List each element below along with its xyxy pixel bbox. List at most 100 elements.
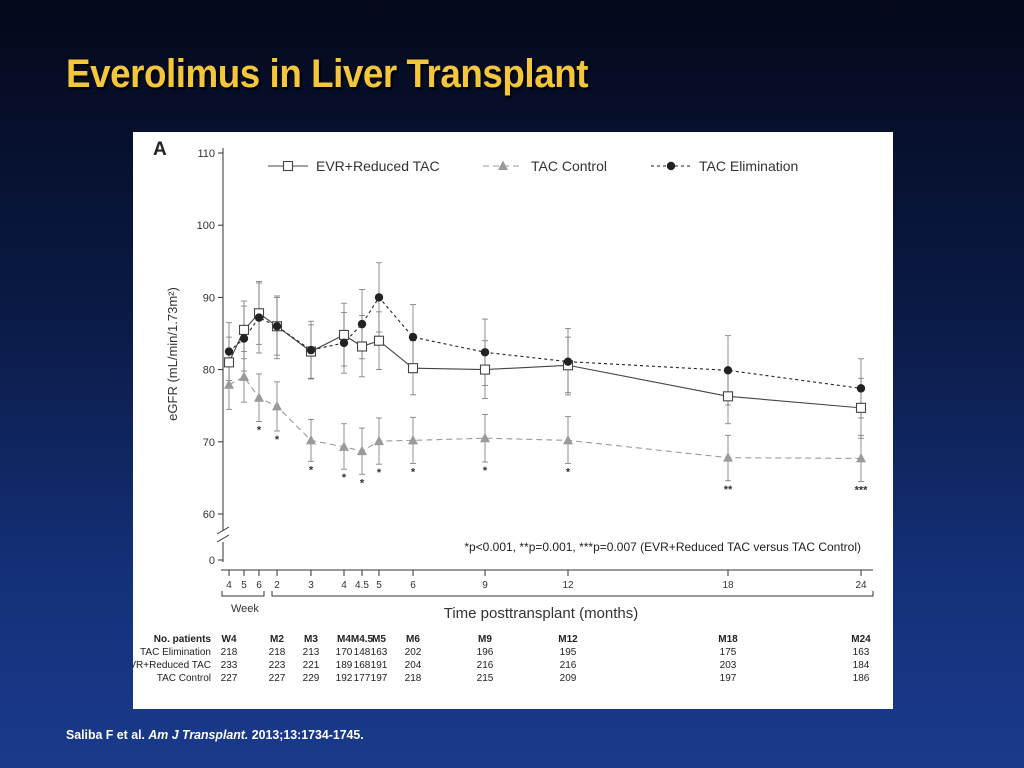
y-tick-label-zero: 0 (209, 555, 215, 567)
x-tick-label: 5 (376, 580, 382, 591)
significance-mark: * (566, 466, 571, 478)
patients-cell: 215 (477, 673, 494, 684)
evr-reduced-tac-point (855, 402, 867, 413)
tac-control-point (224, 379, 234, 389)
y-tick-label: 70 (203, 437, 215, 449)
patients-cell: 196 (477, 647, 494, 658)
significance-mark: *** (855, 485, 869, 497)
x-tick-label: 9 (482, 580, 488, 591)
patients-cell: 203 (720, 660, 737, 671)
patients-column-header: M6 (406, 634, 420, 645)
patients-column-header: M18 (718, 634, 738, 645)
x-tick-label: 4 (341, 580, 347, 591)
legend-marker (666, 161, 676, 171)
patients-cell: 209 (560, 673, 577, 684)
patients-cell: 213 (303, 647, 320, 658)
significance-mark: * (342, 472, 347, 484)
tac-elimination-point (239, 334, 249, 343)
tac-elimination-point (357, 319, 367, 329)
tac-elimination-point (374, 293, 384, 302)
patients-cell: 168 (354, 660, 371, 671)
patients-cell: 227 (221, 673, 238, 684)
patients-column-header: W4 (222, 634, 237, 645)
figure-panel: A 110 100 90 80 70 60 0 eGFR (mL/min/1.73m²) 4 5 6 2… (133, 132, 893, 709)
patients-column-header: M3 (304, 634, 318, 645)
x-tick-label: 4 (226, 580, 232, 591)
tac-control-point (856, 452, 866, 463)
patients-column-header: M4 (337, 634, 351, 645)
tac-control-point (408, 434, 418, 445)
tac-elimination-point (254, 313, 264, 322)
x-tick-label: 3 (308, 580, 314, 591)
legend-marker (282, 160, 294, 172)
slide-title: Everolimus in Liver Transplant (66, 52, 589, 96)
x-tick-label: 12 (562, 580, 574, 591)
week-bracket (221, 591, 265, 597)
patients-cell: 197 (720, 673, 737, 684)
footnote: *p<0.001, **p=0.001, ***p=0.007 (EVR+Red… (464, 540, 861, 554)
evr-reduced-tac-point (238, 324, 250, 335)
patients-cell: 197 (371, 673, 388, 684)
tac-control-point (357, 445, 367, 456)
tac-control-point (480, 432, 490, 443)
x-tick-label: 4.5 (355, 580, 369, 591)
y-tick-label: 80 (203, 365, 215, 377)
significance-mark: * (257, 425, 262, 437)
tac-control-point (723, 452, 733, 462)
legend-label: EVR+Reduced TAC (316, 158, 440, 174)
x-tick-label: 6 (256, 580, 262, 591)
patients-cell: 177 (354, 673, 371, 684)
patients-cell: 189 (336, 660, 353, 671)
tac-control-point (339, 441, 349, 451)
citation-details: 2013;13:1734-1745. (251, 727, 364, 742)
patients-cell: 204 (405, 660, 422, 671)
x-tick-label: 5 (241, 580, 247, 591)
patients-column-header: M12 (558, 634, 578, 645)
significance-mark: * (483, 465, 488, 477)
patients-cell: 216 (560, 660, 577, 671)
citation-journal: Am J Transplant. (148, 727, 249, 742)
y-axis-label: eGFR (mL/min/1.73m²) (165, 287, 180, 421)
tac-elimination-point (856, 384, 866, 393)
x-tick-label: 18 (722, 580, 734, 591)
patients-cell: 170 (336, 647, 353, 658)
legend-label: TAC Control (531, 158, 607, 174)
legend-marker (498, 160, 508, 170)
axis-break-mark (216, 534, 230, 543)
patients-cell: 175 (720, 647, 737, 658)
month-bracket (271, 591, 874, 597)
patients-cell: 195 (560, 647, 577, 658)
patients-row-label: TAC Control (157, 673, 211, 684)
patients-cell: 221 (303, 660, 320, 671)
tac-elimination-point (408, 332, 418, 342)
tac-elimination-point (224, 347, 234, 356)
evr-reduced-tac-series-line (228, 312, 862, 409)
tac-elimination-point (723, 366, 733, 375)
x-axis-label: Time posttransplant (months) (444, 605, 639, 622)
tac-elimination-series-line (228, 296, 862, 389)
patients-cell: 218 (269, 647, 286, 658)
tac-control-point (306, 434, 316, 445)
y-tick-label: 60 (203, 509, 215, 521)
patients-table-header: No. patients (154, 634, 212, 645)
patients-cell: 192 (336, 673, 353, 684)
y-tick-label: 110 (197, 148, 215, 160)
evr-reduced-tac-point (338, 329, 350, 340)
patients-column-header: M5 (372, 634, 386, 645)
tac-control-point (563, 434, 573, 445)
patients-column-header: M4.5 (351, 634, 374, 645)
tac-elimination-point (272, 322, 282, 331)
patients-cell: 186 (853, 673, 870, 684)
panel-label: A (153, 139, 167, 160)
y-tick-label: 90 (203, 292, 215, 304)
significance-mark: * (377, 467, 382, 479)
patients-column-header: M2 (270, 634, 284, 645)
evr-reduced-tac-point (356, 341, 368, 352)
significance-mark: * (411, 466, 416, 478)
patients-cell: 229 (303, 673, 320, 684)
tac-elimination-point (480, 348, 490, 357)
tac-elimination-point (306, 345, 316, 355)
patients-column-header: M24 (851, 634, 871, 645)
patients-cell: 148 (354, 647, 371, 658)
patients-cell: 163 (371, 647, 388, 658)
